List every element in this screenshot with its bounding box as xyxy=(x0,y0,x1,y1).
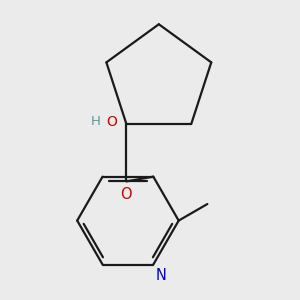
Text: O: O xyxy=(121,187,132,202)
Text: N: N xyxy=(155,268,167,283)
Text: O: O xyxy=(106,115,117,129)
Text: H: H xyxy=(91,115,100,128)
